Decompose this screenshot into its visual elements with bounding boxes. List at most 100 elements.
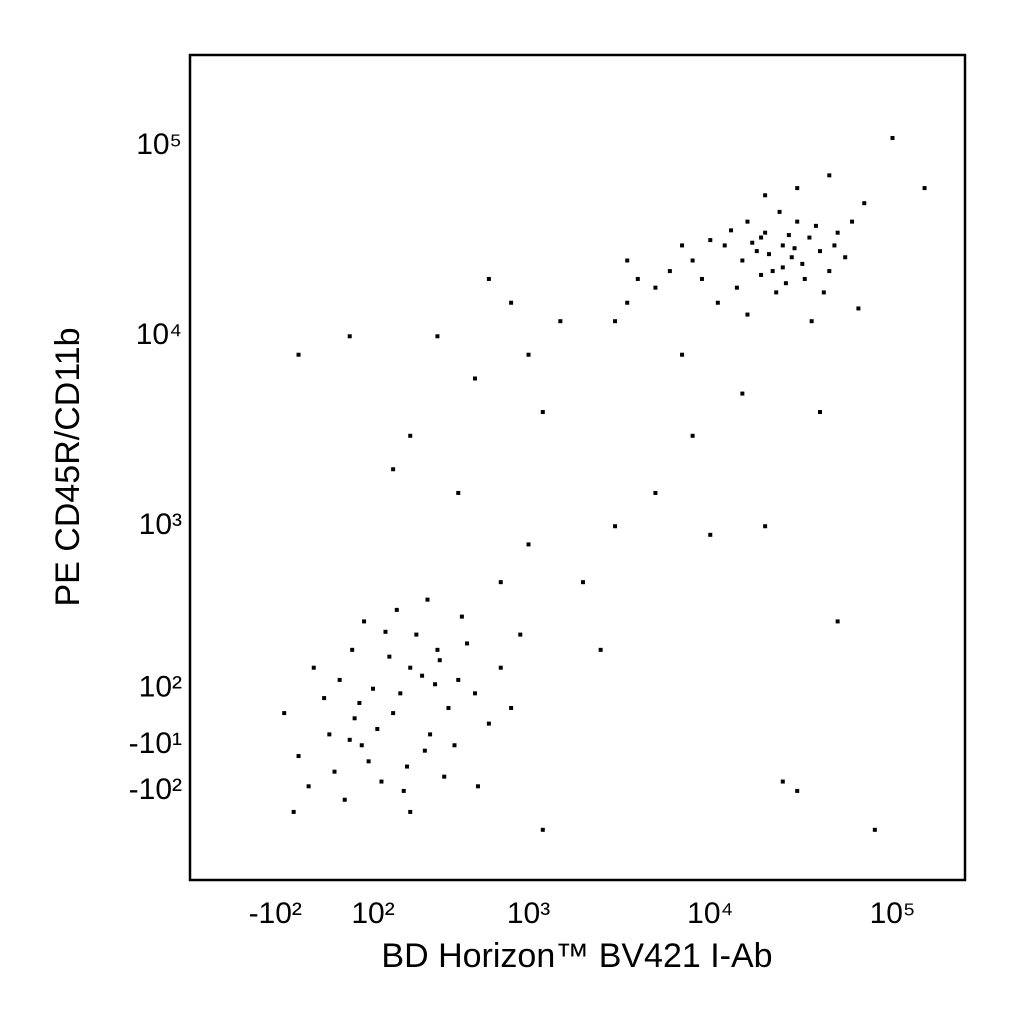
- data-point: [827, 173, 832, 178]
- data-point: [745, 219, 750, 224]
- data-point: [433, 682, 438, 687]
- data-point: [835, 230, 840, 235]
- data-point: [856, 306, 861, 311]
- data-point: [296, 754, 301, 759]
- data-point: [366, 759, 371, 764]
- data-point: [387, 654, 392, 659]
- data-point: [613, 319, 618, 324]
- data-point: [890, 135, 895, 140]
- data-point: [843, 255, 848, 260]
- data-point: [452, 743, 457, 748]
- data-point: [613, 524, 618, 529]
- data-point: [809, 319, 814, 324]
- data-point: [750, 240, 755, 245]
- data-point: [498, 580, 503, 585]
- data-point: [296, 352, 301, 357]
- data-point: [435, 647, 440, 652]
- data-point: [740, 258, 745, 263]
- data-point: [518, 632, 523, 637]
- data-point: [408, 433, 413, 438]
- data-point: [780, 265, 785, 270]
- data-point: [766, 252, 771, 257]
- data-point: [667, 269, 672, 274]
- y-tick-label: -10¹: [129, 727, 182, 760]
- data-point: [408, 665, 413, 670]
- data-point: [708, 532, 713, 537]
- data-point: [435, 334, 440, 339]
- x-tick-label: 10⁴: [687, 897, 733, 930]
- data-point: [708, 238, 713, 243]
- data-point: [680, 243, 685, 248]
- data-point: [795, 186, 800, 191]
- data-point: [872, 827, 877, 832]
- data-point: [729, 228, 734, 233]
- data-point: [472, 691, 477, 696]
- data-point: [408, 809, 413, 814]
- data-point: [763, 230, 768, 235]
- data-point: [379, 779, 384, 784]
- data-point: [342, 797, 347, 802]
- data-point: [465, 641, 470, 646]
- data-point: [817, 410, 822, 415]
- data-point: [371, 686, 376, 691]
- data-point: [526, 542, 531, 547]
- data-point: [832, 243, 837, 248]
- data-point: [598, 647, 603, 652]
- data-point: [759, 272, 764, 277]
- data-point: [850, 219, 855, 224]
- data-point: [581, 580, 586, 585]
- data-point: [414, 632, 419, 637]
- data-point: [332, 769, 337, 774]
- data-point: [401, 788, 406, 793]
- data-point: [486, 721, 491, 726]
- y-tick-label: 10⁵: [136, 128, 182, 161]
- x-tick-label: -10²: [249, 897, 302, 930]
- data-point: [456, 677, 461, 682]
- data-point: [357, 700, 362, 705]
- y-tick-label: 10²: [139, 671, 182, 704]
- data-point: [509, 300, 514, 305]
- data-point: [817, 249, 822, 254]
- data-point: [835, 619, 840, 624]
- x-tick-label: 10⁵: [870, 897, 916, 930]
- data-point: [359, 743, 364, 748]
- data-point: [540, 827, 545, 832]
- data-point: [486, 276, 491, 281]
- x-tick-label: 10³: [507, 897, 550, 930]
- data-point: [827, 269, 832, 274]
- data-point: [498, 665, 503, 670]
- data-point: [472, 376, 477, 381]
- data-point: [770, 269, 775, 274]
- data-point: [635, 276, 640, 281]
- data-point: [690, 258, 695, 263]
- data-point: [740, 391, 745, 396]
- data-point: [795, 219, 800, 224]
- data-point: [745, 312, 750, 317]
- data-point: [774, 290, 779, 295]
- data-point: [475, 784, 480, 789]
- data-point: [391, 467, 396, 472]
- data-point: [558, 319, 563, 324]
- data-point: [437, 658, 442, 663]
- data-point: [422, 748, 427, 753]
- data-point: [420, 673, 425, 678]
- data-point: [734, 285, 739, 290]
- data-point: [459, 614, 464, 619]
- data-point: [813, 223, 818, 228]
- data-point: [795, 788, 800, 793]
- data-point: [680, 352, 685, 357]
- data-point: [383, 629, 388, 634]
- data-point: [456, 490, 461, 495]
- data-point: [922, 186, 927, 191]
- y-axis-label: PE CD45R/CD11b: [49, 327, 87, 606]
- data-point: [763, 524, 768, 529]
- x-axis-label: BD Horizon™ BV421 I-Ab: [381, 937, 772, 975]
- data-point: [777, 209, 782, 214]
- data-point: [350, 647, 355, 652]
- data-point: [394, 607, 399, 612]
- data-point: [405, 764, 410, 769]
- data-point: [322, 696, 327, 701]
- data-point: [311, 665, 316, 670]
- data-point: [442, 774, 447, 779]
